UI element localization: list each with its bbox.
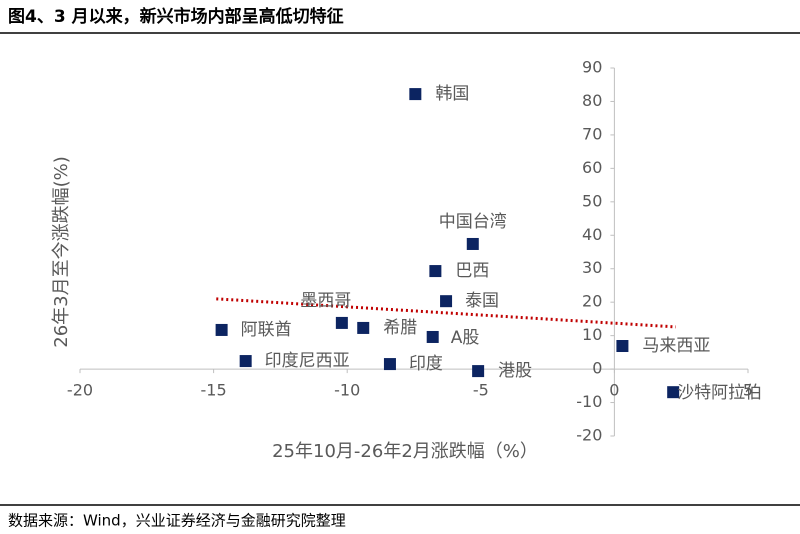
x-tick-label: 5 (743, 381, 753, 400)
point (335, 316, 348, 329)
point-label: 印度 (409, 354, 443, 374)
y-tick-label: -10 (576, 392, 602, 411)
source: 数据来源：Wind，兴业证券经济与金融研究院整理 (8, 512, 346, 530)
point (426, 330, 439, 343)
x-tick-label: -15 (201, 381, 227, 400)
point (215, 323, 228, 336)
y-tick-label: 80 (582, 91, 602, 110)
point-label: 沙特阿拉伯 (677, 383, 762, 403)
x-tick-label: -20 (67, 381, 93, 400)
x-tick-label: -5 (473, 381, 489, 400)
y-tick-label: -20 (576, 426, 602, 445)
point-label: 希腊 (383, 318, 417, 338)
y-axis-title: 26年3月至今涨跌幅(%) (51, 156, 72, 348)
point-label: 中国台湾 (439, 212, 507, 232)
point (440, 295, 453, 308)
point (667, 386, 680, 399)
point (383, 358, 396, 371)
trendline (216, 297, 676, 329)
point (409, 88, 422, 101)
point-label: A股 (451, 328, 480, 348)
point-label: 马来西亚 (642, 336, 710, 356)
point-label: 韩国 (435, 84, 469, 104)
point (466, 237, 479, 250)
x-tick-label: -10 (334, 381, 360, 400)
y-tick-label: 60 (582, 158, 602, 177)
y-tick-label: 20 (582, 292, 602, 311)
y-tick-label: 40 (582, 225, 602, 244)
point-label: 泰国 (465, 291, 499, 311)
point-label: 阿联酋 (241, 320, 292, 340)
x-axis-title: 25年10月-26年2月涨跌幅（%） (272, 441, 538, 462)
point (239, 355, 252, 368)
y-tick-label: 90 (582, 58, 602, 77)
y-tick-label: 0 (592, 359, 602, 378)
y-tick-label: 30 (582, 258, 602, 277)
point-label: 巴西 (455, 261, 489, 281)
y-tick-label: 50 (582, 191, 602, 210)
point (472, 365, 485, 378)
point-label: 墨西哥 (300, 291, 351, 311)
point (429, 265, 442, 278)
chart-title: 图4、3 月以来，新兴市场内部呈高低切特征 (8, 6, 344, 27)
point (616, 340, 629, 353)
y-tick-label: 10 (582, 325, 602, 344)
x-tick-label: 0 (609, 381, 619, 400)
point (357, 321, 370, 334)
point-label: 印度尼西亚 (265, 351, 350, 371)
y-tick-label: 70 (582, 124, 602, 143)
point-label: 港股 (498, 361, 532, 381)
